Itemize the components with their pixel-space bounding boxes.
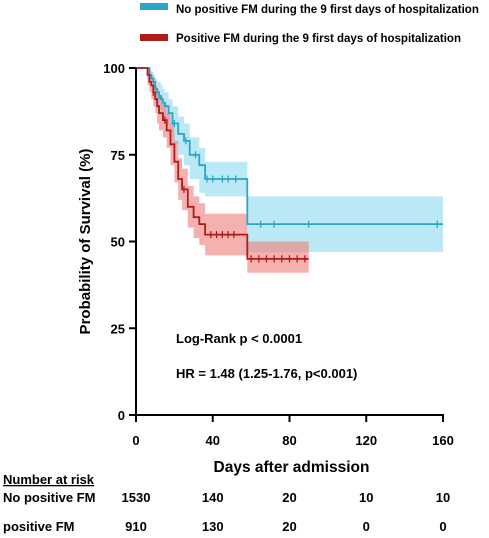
risk-value: 140: [202, 490, 224, 505]
y-tick-label: 25: [111, 321, 125, 336]
risk-row-label-positive-fm: positive FM: [3, 519, 75, 534]
legend-label-no-positive-fm: No positive FM during the 9 first days o…: [176, 4, 479, 16]
risk-table-title: Number at risk: [3, 472, 95, 487]
risk-value: 910: [125, 519, 147, 534]
y-tick-label: 50: [111, 235, 125, 250]
confidence-bands: [136, 68, 443, 273]
confidence-band-0: [136, 68, 443, 252]
y-ticks: 0 25 50 75 100: [103, 61, 136, 423]
risk-values: 1530 140 20 10 10 910 130 20 0 0: [122, 490, 451, 534]
legend: No positive FM during the 9 first days o…: [140, 3, 479, 45]
y-tick-label: 100: [103, 61, 125, 76]
x-ticks: 0 40 80 120 160: [132, 415, 454, 448]
legend-swatch-positive-fm: [140, 34, 168, 41]
risk-row-label-no-positive-fm: No positive FM: [3, 490, 95, 505]
x-tick-label: 80: [282, 433, 296, 448]
x-tick-label: 0: [132, 433, 139, 448]
y-tick-label: 0: [118, 408, 125, 423]
risk-value: 1530: [122, 490, 151, 505]
censor-marks: [152, 88, 438, 263]
legend-swatch-no-positive-fm: [140, 3, 168, 10]
y-tick-label: 75: [111, 148, 125, 163]
x-axis-title: Days after admission: [214, 459, 370, 476]
survival-curves: [136, 67, 443, 260]
y-axis-title: Probability of Survival (%): [77, 149, 94, 335]
risk-table: Number at risk No positive FM positive F…: [3, 472, 450, 534]
risk-value: 0: [439, 519, 446, 534]
risk-value: 0: [363, 519, 370, 534]
risk-value: 10: [359, 490, 373, 505]
log-rank-annotation: Log-Rank p < 0.0001: [176, 331, 302, 346]
risk-value: 20: [282, 519, 296, 534]
x-tick-label: 160: [432, 433, 454, 448]
hazard-ratio-annotation: HR = 1.48 (1.25-1.76, p<0.001): [176, 366, 357, 381]
x-tick-label: 120: [355, 433, 377, 448]
risk-value: 130: [202, 519, 224, 534]
survival-curve-0: [136, 67, 443, 226]
legend-label-positive-fm: Positive FM during the 9 first days of h…: [176, 33, 461, 45]
survival-curve-1: [136, 67, 309, 260]
risk-value: 20: [282, 490, 296, 505]
x-tick-label: 40: [206, 433, 220, 448]
risk-value: 10: [436, 490, 450, 505]
